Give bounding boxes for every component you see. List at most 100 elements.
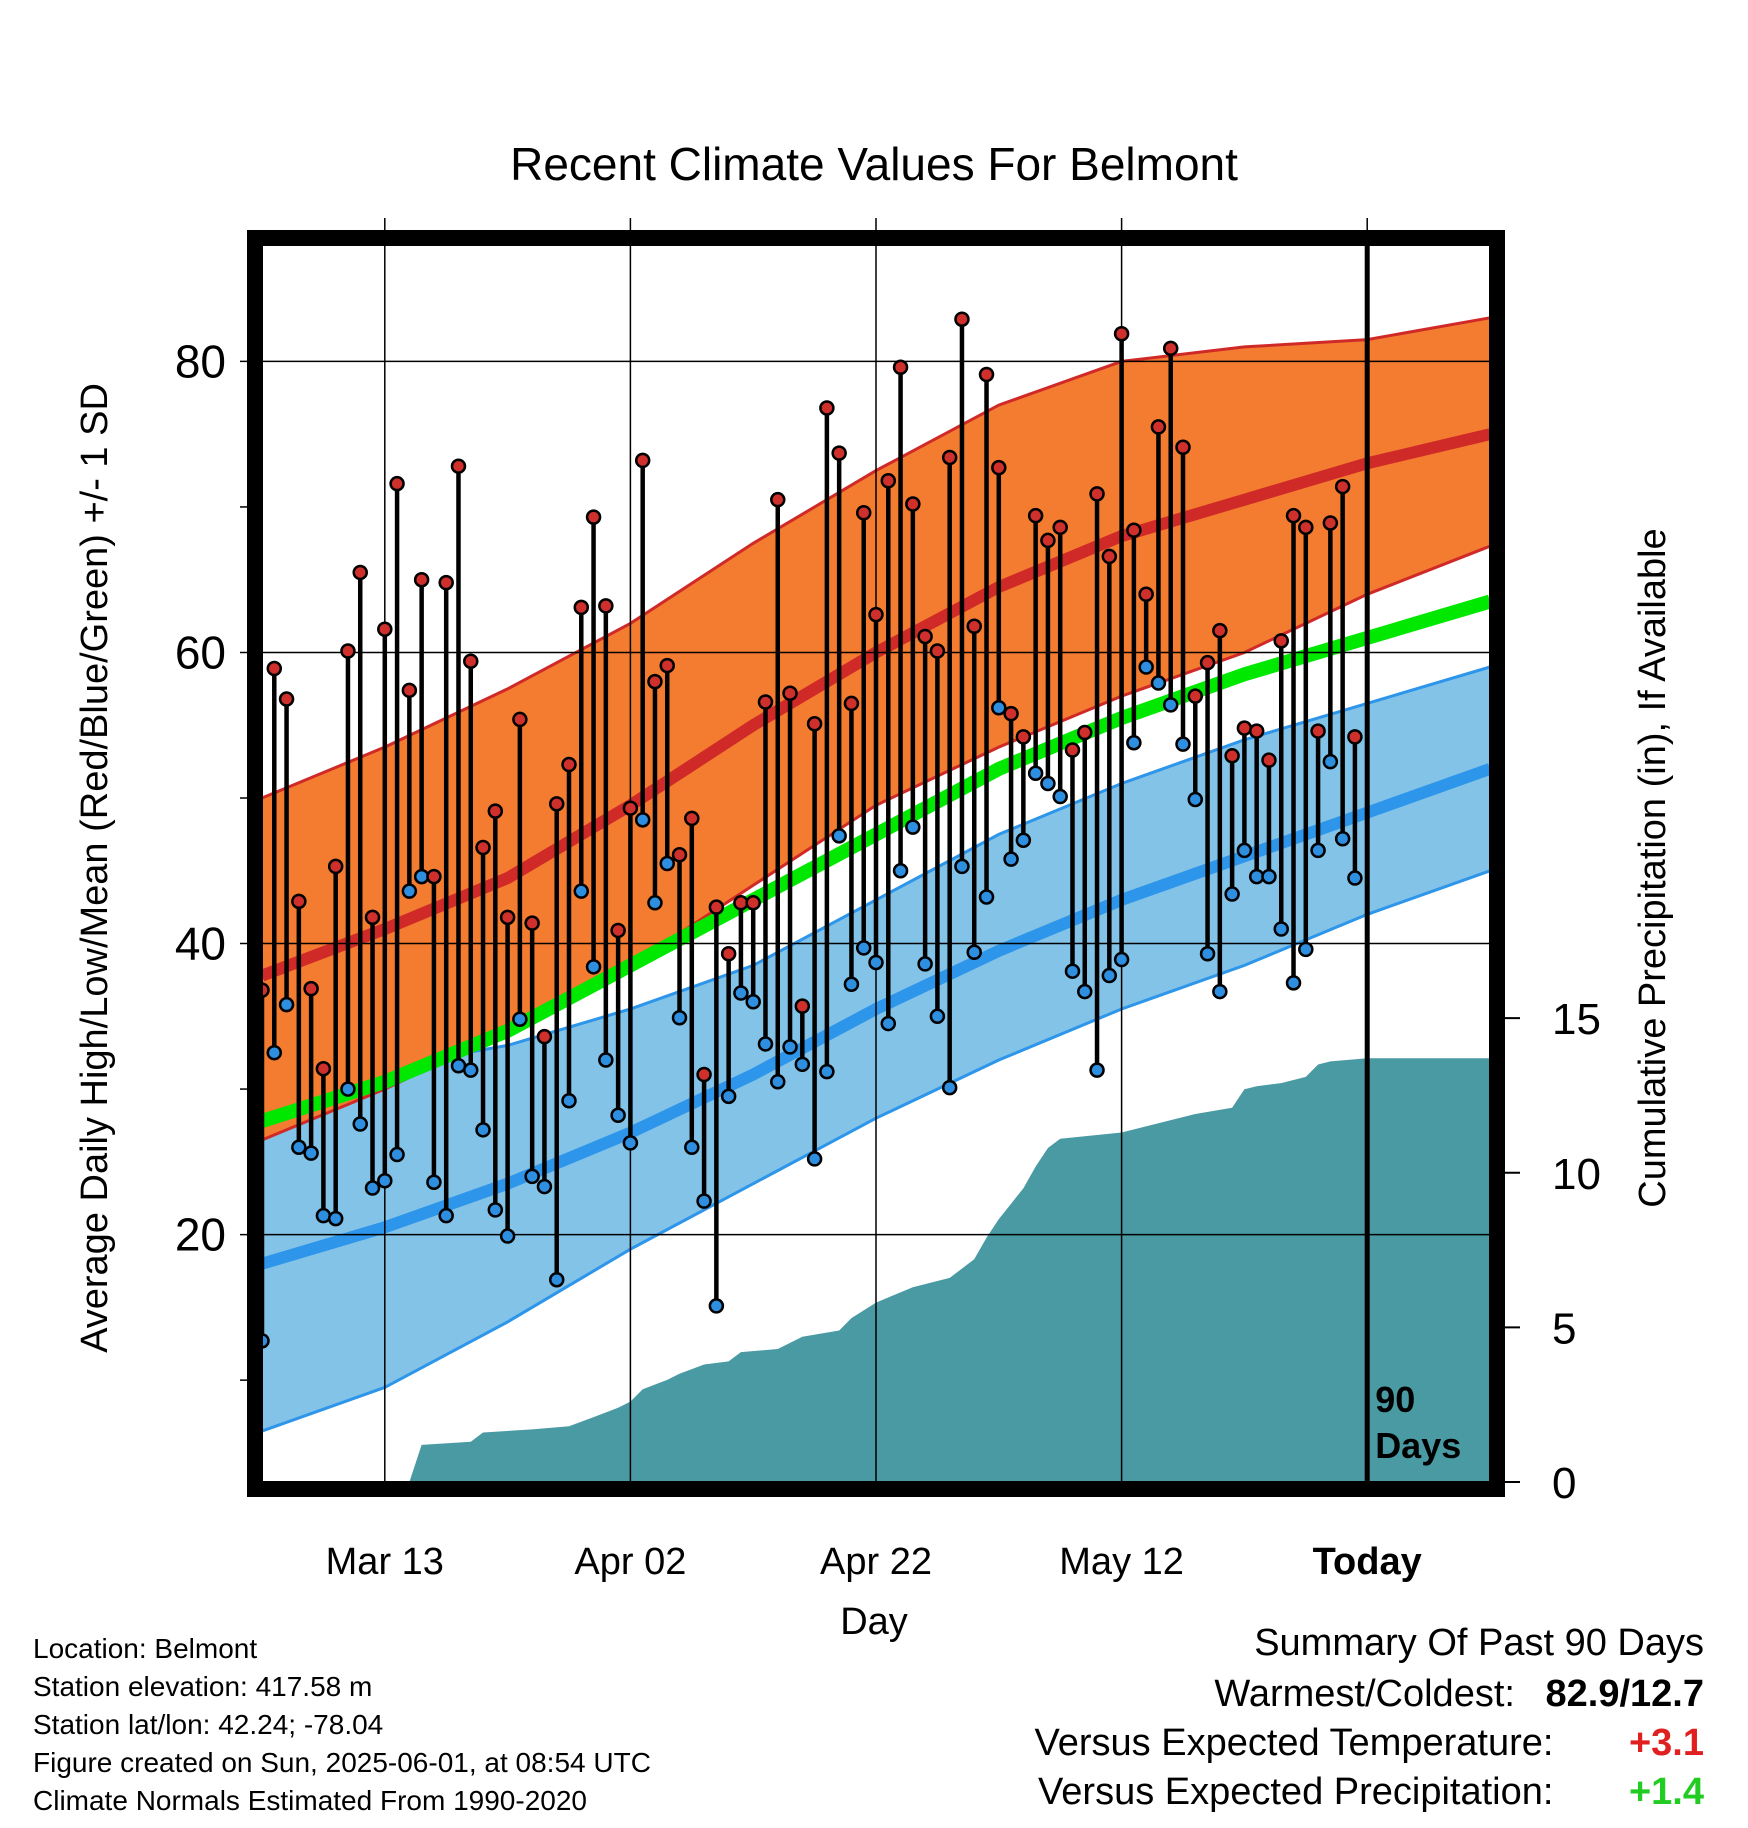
daily-high-point bbox=[905, 496, 921, 512]
daily-high-point bbox=[1298, 519, 1314, 536]
daily-high-point bbox=[401, 682, 418, 699]
daily-low-point bbox=[610, 1107, 626, 1124]
daily-high-point bbox=[819, 400, 835, 416]
daily-low-point bbox=[291, 1139, 307, 1156]
daily-low-point bbox=[598, 1052, 614, 1068]
y-tick-label-left: 40 bbox=[175, 918, 226, 970]
daily-low-point bbox=[745, 994, 761, 1010]
daily-high-point bbox=[1040, 532, 1056, 549]
daily-high-point bbox=[966, 618, 982, 635]
daily-low-point bbox=[512, 1011, 528, 1027]
daily-low-point bbox=[1224, 886, 1240, 902]
daily-low-point bbox=[1298, 941, 1314, 958]
daily-high-point bbox=[1273, 633, 1289, 649]
daily-high-point bbox=[377, 621, 393, 637]
daily-high-point bbox=[1322, 515, 1339, 531]
daily-high-point bbox=[1334, 478, 1351, 495]
daily-high-point bbox=[1347, 729, 1363, 745]
daily-high-point bbox=[1248, 723, 1265, 739]
x-tick-label: Today bbox=[1313, 1541, 1422, 1583]
daily-low-point bbox=[966, 944, 982, 961]
daily-low-point bbox=[1347, 870, 1363, 886]
daily-low-point bbox=[1175, 736, 1191, 752]
x-tick-label: May 12 bbox=[1059, 1541, 1184, 1583]
daily-high-point bbox=[708, 899, 725, 915]
daily-high-point bbox=[1212, 622, 1228, 639]
daily-low-point bbox=[475, 1122, 491, 1138]
daily-high-point bbox=[696, 1066, 712, 1083]
daily-high-point bbox=[843, 695, 860, 712]
daily-low-point bbox=[634, 812, 651, 828]
precip-label: Versus Expected Precipitation: bbox=[1038, 1771, 1554, 1813]
daily-high-point bbox=[524, 915, 540, 931]
daily-low-point bbox=[622, 1135, 639, 1151]
daily-high-point bbox=[1162, 340, 1179, 357]
daily-low-point bbox=[426, 1174, 442, 1190]
summary-precip: Versus Expected Precipitation: +1.4 bbox=[1035, 1771, 1704, 1814]
daily-high-point bbox=[647, 673, 663, 690]
today-days-label: Days bbox=[1375, 1425, 1461, 1466]
daily-high-point bbox=[278, 691, 295, 707]
daily-low-point bbox=[1015, 832, 1032, 848]
daily-high-point bbox=[770, 491, 786, 508]
daily-low-point bbox=[1027, 765, 1044, 782]
daily-low-point bbox=[1077, 983, 1093, 1000]
daily-high-point bbox=[880, 473, 897, 489]
daily-low-point bbox=[733, 985, 749, 1001]
y-tick-label-right: 10 bbox=[1552, 1150, 1601, 1199]
daily-low-point bbox=[806, 1151, 823, 1167]
daily-low-point bbox=[1187, 791, 1204, 808]
temp-value: +3.1 bbox=[1628, 1722, 1704, 1764]
daily-low-point bbox=[1236, 842, 1253, 859]
daily-high-point bbox=[315, 1060, 332, 1077]
daily-high-point bbox=[1027, 507, 1044, 524]
daily-high-point bbox=[303, 980, 319, 997]
daily-low-point bbox=[917, 956, 933, 972]
precip-value: +1.4 bbox=[1628, 1771, 1704, 1813]
summary-heading: Summary Of Past 90 Days bbox=[1254, 1622, 1704, 1664]
x-tick-label: Apr 02 bbox=[574, 1541, 686, 1583]
daily-low-point bbox=[855, 940, 872, 956]
daily-low-point bbox=[819, 1063, 835, 1080]
daily-high-point bbox=[598, 598, 614, 614]
daily-high-point bbox=[536, 1028, 553, 1045]
daily-low-point bbox=[1138, 659, 1154, 675]
location-text: Location: Belmont bbox=[33, 1633, 258, 1664]
daily-high-point bbox=[745, 895, 761, 911]
daily-high-point bbox=[438, 574, 454, 591]
daily-high-point bbox=[855, 505, 872, 521]
daily-low-point bbox=[831, 828, 847, 844]
daily-high-point bbox=[450, 458, 467, 474]
y-tick-label-left: 80 bbox=[175, 335, 226, 387]
daily-high-point bbox=[1261, 752, 1277, 768]
daily-low-point bbox=[1113, 951, 1130, 968]
daily-low-point bbox=[1273, 921, 1289, 937]
daily-low-point bbox=[377, 1173, 393, 1189]
daily-high-point bbox=[1138, 586, 1154, 603]
daily-high-point bbox=[1064, 742, 1081, 758]
daily-high-point bbox=[1224, 748, 1240, 764]
daily-low-point bbox=[585, 959, 602, 975]
y-tick-label-left: 60 bbox=[175, 626, 226, 678]
normals-text: Climate Normals Estimated From 1990-2020 bbox=[33, 1785, 587, 1816]
daily-low-point bbox=[548, 1271, 565, 1288]
daily-high-point bbox=[929, 643, 946, 659]
daily-high-point bbox=[1003, 705, 1019, 722]
summary-panel: Summary Of Past 90 Days Warmest/Coldest:… bbox=[1035, 1622, 1704, 1814]
daily-low-point bbox=[1150, 675, 1167, 691]
x-axis-label: Day bbox=[840, 1601, 908, 1643]
daily-high-point bbox=[463, 653, 479, 669]
warm-cold-label: Warmest/Coldest: bbox=[1214, 1673, 1515, 1715]
precip-area bbox=[262, 1058, 1490, 1482]
daily-high-point bbox=[954, 311, 970, 327]
daily-low-point bbox=[978, 889, 995, 905]
daily-high-point bbox=[1089, 486, 1105, 502]
daily-high-point bbox=[291, 893, 307, 910]
daily-high-point bbox=[499, 909, 516, 926]
y-tick-label-right: 15 bbox=[1552, 995, 1601, 1044]
y-tick-label-right: 5 bbox=[1552, 1304, 1576, 1353]
daily-low-point bbox=[327, 1210, 344, 1227]
created-text: Figure created on Sun, 2025-06-01, at 08… bbox=[33, 1747, 651, 1778]
daily-low-point bbox=[868, 954, 884, 971]
daily-high-point bbox=[266, 660, 283, 677]
